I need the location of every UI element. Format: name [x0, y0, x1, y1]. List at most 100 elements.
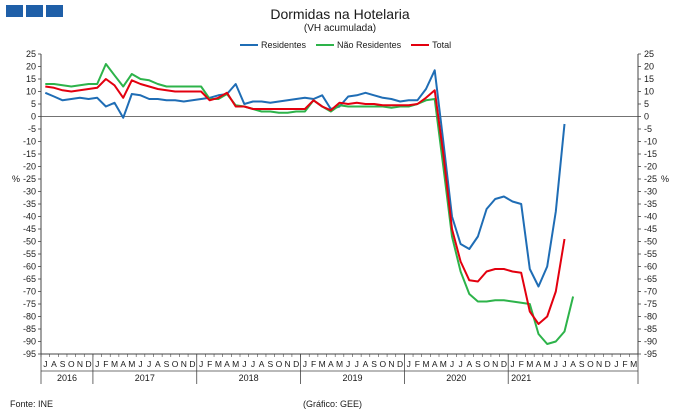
x-month-label: J [554, 359, 558, 369]
x-month-label: D [189, 359, 195, 369]
y-tick-label-left: 10 [26, 87, 36, 97]
x-month-label: F [311, 359, 316, 369]
chart-subtitle: (VH acumulada) [303, 23, 377, 34]
x-month-label: A [155, 359, 161, 369]
y-tick-label-right: -25 [644, 174, 657, 184]
x-month-label: S [371, 359, 377, 369]
x-month-label: N [596, 359, 602, 369]
y-tick-label-right: 0 [644, 112, 649, 122]
y-tick-label-right: -90 [644, 337, 657, 347]
legend-swatch-nao-residentes [316, 44, 335, 46]
x-month-label: A [51, 359, 57, 369]
x-month-label: A [259, 359, 265, 369]
x-month-label: F [415, 359, 420, 369]
x-month-label: J [43, 359, 47, 369]
x-month-label: A [224, 359, 230, 369]
x-month-label: O [379, 359, 386, 369]
x-month-label: N [285, 359, 291, 369]
y-tick-label-right: -15 [644, 149, 657, 159]
legend-item-total: Total [411, 40, 451, 50]
y-tick-label-right: -35 [644, 199, 657, 209]
x-year-label: 2017 [135, 373, 155, 383]
legend-label-total: Total [432, 40, 452, 50]
x-month-label: S [267, 359, 273, 369]
y-tick-label-left: 25 [26, 49, 36, 59]
x-month-label: A [570, 359, 576, 369]
y-tick-label-left: -75 [23, 299, 36, 309]
y-tick-label-right: -75 [644, 299, 657, 309]
x-month-label: J [346, 359, 350, 369]
x-month-label: F [519, 359, 524, 369]
y-tick-label-right: -50 [644, 237, 657, 247]
x-month-label: S [60, 359, 66, 369]
y-tick-label-right: -85 [644, 324, 657, 334]
y-tick-label-right: -30 [644, 187, 657, 197]
x-month-label: J [242, 359, 246, 369]
y-axis-label-right: % [661, 174, 669, 184]
legend-item-nao-residentes: Não Residentes [316, 40, 401, 50]
x-month-label: J [199, 359, 203, 369]
series-line-residentes [44, 69, 566, 288]
y-tick-label-left: 15 [26, 74, 36, 84]
y-tick-label-right: -70 [644, 287, 657, 297]
x-month-label: J [147, 359, 151, 369]
y-tick-label-right: -20 [644, 162, 657, 172]
y-tick-label-right: 25 [644, 49, 654, 59]
x-month-label: F [622, 359, 627, 369]
x-year-label: 2016 [57, 373, 77, 383]
x-month-label: M [319, 359, 326, 369]
y-tick-label-left: -85 [23, 324, 36, 334]
y-tick-label-left: -30 [23, 187, 36, 197]
x-month-label: D [501, 359, 507, 369]
x-month-label: O [587, 359, 594, 369]
y-tick-label-left: 5 [31, 99, 36, 109]
y-tick-label-right: -60 [644, 262, 657, 272]
x-month-label: N [77, 359, 83, 369]
y-tick-label-left: -65 [23, 274, 36, 284]
x-month-label: J [450, 359, 454, 369]
x-month-label: N [388, 359, 394, 369]
x-month-label: D [293, 359, 299, 369]
x-month-label: A [363, 359, 369, 369]
x-month-label: J [614, 359, 618, 369]
y-tick-label-right: 10 [644, 87, 654, 97]
x-month-label: M [111, 359, 118, 369]
x-month-label: J [95, 359, 99, 369]
y-tick-label-left: 0 [31, 112, 36, 122]
source-note: Fonte: INE [10, 399, 54, 409]
x-year-label: 2018 [239, 373, 259, 383]
legend-label-nao-residentes: Não Residentes [337, 40, 402, 50]
x-month-label: O [483, 359, 490, 369]
y-tick-label-left: -40 [23, 212, 36, 222]
x-month-label: J [251, 359, 255, 369]
y-tick-label-right: -65 [644, 274, 657, 284]
y-tick-label-left: -20 [23, 162, 36, 172]
x-month-label: M [544, 359, 551, 369]
y-tick-label-left: -60 [23, 262, 36, 272]
x-month-label: M [630, 359, 637, 369]
credit-note: (Gráfico: GEE) [303, 399, 363, 409]
y-tick-label-left: -5 [28, 124, 36, 134]
x-month-label: F [103, 359, 108, 369]
y-tick-label-left: -35 [23, 199, 36, 209]
y-axis-label-left: % [12, 174, 20, 184]
y-tick-label-left: -50 [23, 237, 36, 247]
logo-block [26, 5, 43, 17]
y-tick-label-left: -45 [23, 224, 36, 234]
y-tick-label-right: -95 [644, 349, 657, 359]
x-month-label: D [397, 359, 403, 369]
x-year-label: 2020 [446, 373, 466, 383]
y-tick-label-right: 5 [644, 99, 649, 109]
legend-swatch-residentes [240, 44, 258, 46]
y-tick-label-left: -95 [23, 349, 36, 359]
x-month-label: J [562, 359, 566, 369]
series-line-total [45, 78, 566, 325]
x-month-label: M [232, 359, 239, 369]
x-month-label: M [336, 359, 343, 369]
x-month-label: J [303, 359, 307, 369]
x-month-label: J [138, 359, 142, 369]
y-tick-label-left: -90 [23, 337, 36, 347]
y-tick-label-right: -55 [644, 249, 657, 259]
x-month-label: D [605, 359, 611, 369]
x-month-label: O [172, 359, 179, 369]
